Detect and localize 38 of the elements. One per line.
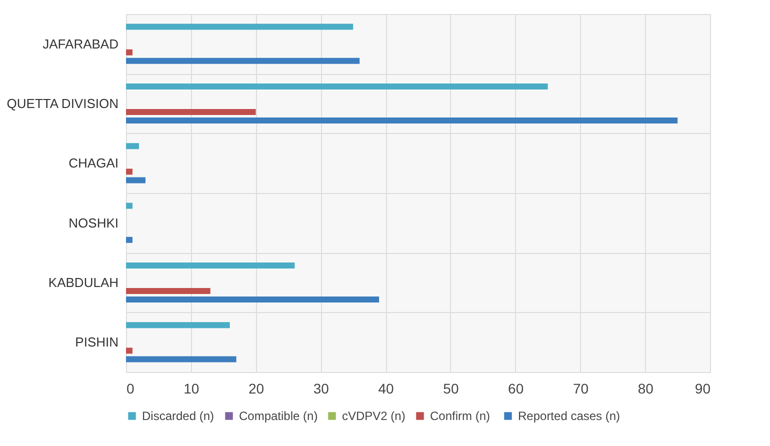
y-tick-label: JAFARABAD [42,36,118,52]
bar [126,49,132,56]
y-tick-label: KABDULAH [48,275,118,290]
bar [126,58,360,64]
bar [126,177,146,184]
x-tick-label: 80 [638,380,654,396]
x-tick-label: 10 [184,380,200,396]
y-tick-label: NOSHKI [68,215,118,230]
bar [126,288,210,294]
legend-label: Reported cases (n) [518,409,620,423]
y-tick-label: PISHIN [75,334,118,350]
bar [126,118,678,124]
legend-label: Discarded (n) [142,409,214,423]
y-tick-label: QUETTA DIVISION [6,96,118,111]
bar [126,262,295,268]
x-tick-label: 20 [248,380,264,396]
y-tick-label: CHAGAI [68,156,118,171]
bar [126,296,380,303]
x-tick-label: 30 [313,380,330,396]
bar [126,236,132,243]
legend-label: Compatible (n) [239,409,318,423]
x-tick-label: 90 [694,380,711,396]
legend-label: cVDPV2 (n) [342,409,406,423]
bar [126,143,139,150]
bar [126,168,132,175]
x-tick-label: 40 [378,380,394,396]
bar [126,322,230,328]
bar [126,202,132,209]
bar [126,109,256,116]
x-tick-label: 70 [572,380,589,396]
x-tick-label: 60 [508,380,524,396]
legend-label: Confirm (n) [430,409,490,423]
bar [126,348,132,354]
bar [126,83,548,90]
x-tick-label: 0 [126,380,134,396]
bar [126,356,236,362]
bar [126,24,354,30]
x-tick-label: 50 [443,380,459,396]
